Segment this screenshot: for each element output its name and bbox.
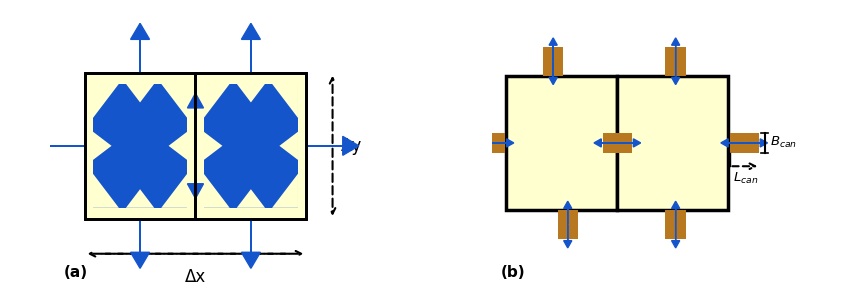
FancyArrow shape <box>467 139 491 147</box>
FancyArrow shape <box>721 139 744 147</box>
Text: Δy: Δy <box>341 137 363 155</box>
Bar <box>195 73 307 219</box>
Bar <box>603 133 632 153</box>
FancyArrow shape <box>671 201 680 225</box>
Bar <box>85 73 195 219</box>
Polygon shape <box>237 189 265 208</box>
FancyArrow shape <box>241 219 260 268</box>
Polygon shape <box>93 132 111 160</box>
Bar <box>557 210 578 239</box>
FancyArrow shape <box>241 23 260 73</box>
FancyArrow shape <box>32 136 85 155</box>
FancyArrow shape <box>617 139 640 147</box>
FancyArrow shape <box>307 136 359 155</box>
Bar <box>476 133 505 153</box>
Bar <box>195 73 307 219</box>
FancyArrow shape <box>130 219 149 268</box>
Bar <box>85 73 195 219</box>
Text: $B_{can}$: $B_{can}$ <box>771 135 797 150</box>
Bar <box>729 133 759 153</box>
Bar <box>93 84 187 208</box>
Polygon shape <box>204 174 230 208</box>
Bar <box>204 84 298 208</box>
Polygon shape <box>93 84 119 118</box>
Bar <box>665 210 686 239</box>
FancyArrow shape <box>671 225 680 248</box>
FancyArrow shape <box>550 61 557 84</box>
FancyArrow shape <box>671 61 680 84</box>
FancyArrow shape <box>130 23 149 73</box>
Text: (a): (a) <box>64 265 88 280</box>
Polygon shape <box>272 84 298 118</box>
Bar <box>506 76 617 210</box>
Polygon shape <box>168 132 187 160</box>
FancyArrow shape <box>671 38 680 61</box>
FancyArrow shape <box>187 146 204 198</box>
Text: $L_{can}$: $L_{can}$ <box>733 171 758 186</box>
Polygon shape <box>126 84 154 103</box>
FancyArrow shape <box>491 139 514 147</box>
Bar <box>543 47 563 76</box>
FancyArrow shape <box>744 139 767 147</box>
FancyArrow shape <box>594 139 617 147</box>
Polygon shape <box>237 84 265 103</box>
Polygon shape <box>162 174 187 208</box>
Polygon shape <box>126 189 154 208</box>
FancyArrow shape <box>550 38 557 61</box>
Text: (b): (b) <box>500 265 525 280</box>
FancyArrow shape <box>563 225 572 248</box>
Text: Δx: Δx <box>185 268 206 286</box>
Polygon shape <box>204 84 230 118</box>
Bar <box>665 47 686 76</box>
FancyArrow shape <box>187 93 204 146</box>
Bar <box>617 76 728 210</box>
Polygon shape <box>272 174 298 208</box>
Polygon shape <box>279 132 298 160</box>
Polygon shape <box>204 132 222 160</box>
Polygon shape <box>93 174 119 208</box>
Polygon shape <box>162 84 187 118</box>
FancyArrow shape <box>563 201 572 225</box>
